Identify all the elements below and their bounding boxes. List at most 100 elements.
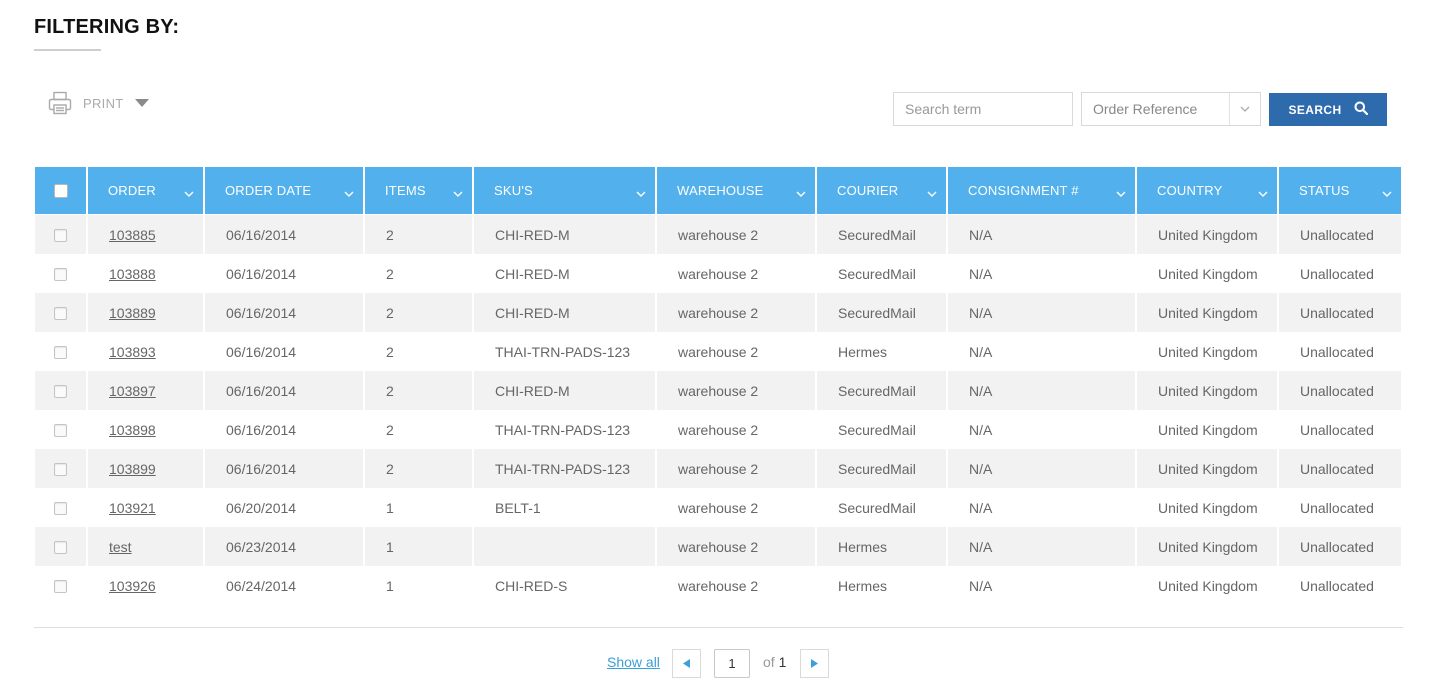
row-checkbox[interactable] — [54, 541, 67, 555]
chevron-down-icon — [1116, 186, 1126, 201]
column-label: WAREHOUSE — [677, 183, 764, 198]
order-date-cell: 06/16/2014 — [205, 332, 363, 371]
column-header-country[interactable]: COUNTRY — [1137, 167, 1277, 215]
sku-cell: CHI-RED-M — [474, 215, 655, 254]
country-cell: United Kingdom — [1137, 488, 1277, 527]
items-cell: 2 — [365, 215, 472, 254]
order-cell: 103921 — [88, 488, 203, 527]
table-row: 103926 06/24/2014 1 CHI-RED-S warehouse … — [35, 566, 1401, 605]
consignment-cell: N/A — [948, 410, 1135, 449]
row-checkbox[interactable] — [54, 385, 67, 399]
status-cell: Unallocated — [1279, 293, 1401, 332]
column-header-courier[interactable]: COURIER — [817, 167, 946, 215]
row-checkbox[interactable] — [54, 268, 67, 282]
chevron-down-icon — [453, 186, 463, 201]
order-link[interactable]: 103888 — [109, 265, 156, 282]
courier-cell: SecuredMail — [817, 254, 946, 293]
order-link[interactable]: 103897 — [109, 382, 156, 399]
row-select-cell — [35, 566, 86, 605]
page-title: FILTERING BY: — [34, 16, 180, 38]
column-header-skus[interactable]: SKU'S — [474, 167, 655, 215]
select-all-cell — [35, 167, 86, 215]
printer-icon — [48, 91, 72, 115]
print-dropdown[interactable]: PRINT — [48, 90, 149, 116]
row-checkbox[interactable] — [54, 463, 67, 477]
chevron-down-icon — [184, 186, 194, 201]
order-link[interactable]: 103889 — [109, 304, 156, 321]
order-link[interactable]: 103899 — [109, 460, 156, 477]
show-all-link[interactable]: Show all — [607, 654, 660, 670]
search-icon — [1354, 101, 1368, 118]
warehouse-cell: warehouse 2 — [657, 410, 815, 449]
courier-cell: Hermes — [817, 332, 946, 371]
column-label: STATUS — [1299, 183, 1350, 198]
row-checkbox[interactable] — [54, 424, 67, 438]
items-cell: 2 — [365, 254, 472, 293]
total-pages: 1 — [778, 654, 787, 670]
warehouse-cell: warehouse 2 — [657, 488, 815, 527]
of-label: of — [763, 654, 775, 670]
order-cell: 103926 — [88, 566, 203, 605]
search-field-select[interactable]: Order Reference — [1081, 92, 1261, 126]
order-link[interactable]: 103921 — [109, 499, 156, 516]
courier-cell: Hermes — [817, 527, 946, 566]
row-select-cell — [35, 293, 86, 332]
order-cell: 103893 — [88, 332, 203, 371]
column-header-consignment[interactable]: CONSIGNMENT # — [948, 167, 1135, 215]
row-checkbox[interactable] — [54, 346, 67, 360]
consignment-cell: N/A — [948, 254, 1135, 293]
country-cell: United Kingdom — [1137, 254, 1277, 293]
search-button-label: SEARCH — [1288, 102, 1342, 117]
status-cell: Unallocated — [1279, 215, 1401, 254]
row-checkbox[interactable] — [54, 580, 67, 594]
triangle-right-icon — [811, 655, 818, 673]
row-checkbox[interactable] — [54, 307, 67, 321]
table-row: 103885 06/16/2014 2 CHI-RED-M warehouse … — [35, 215, 1401, 254]
sku-cell: THAI-TRN-PADS-123 — [474, 410, 655, 449]
courier-cell: SecuredMail — [817, 410, 946, 449]
column-header-order[interactable]: ORDER — [88, 167, 203, 215]
row-select-cell — [35, 527, 86, 566]
items-cell: 2 — [365, 332, 472, 371]
select-all-checkbox[interactable] — [53, 184, 68, 199]
warehouse-cell: warehouse 2 — [657, 371, 815, 410]
row-select-cell — [35, 254, 86, 293]
items-cell: 2 — [365, 410, 472, 449]
search-button[interactable]: SEARCH — [1269, 93, 1387, 126]
page-number-input[interactable] — [714, 649, 750, 678]
column-header-items[interactable]: ITEMS — [365, 167, 472, 215]
row-checkbox[interactable] — [54, 502, 67, 516]
table-row: test 06/23/2014 1 warehouse 2 Hermes N/A… — [35, 527, 1401, 566]
column-header-status[interactable]: STATUS — [1279, 167, 1401, 215]
order-link[interactable]: test — [109, 538, 132, 555]
row-checkbox[interactable] — [54, 229, 67, 243]
order-link[interactable]: 103893 — [109, 343, 156, 360]
warehouse-cell: warehouse 2 — [657, 332, 815, 371]
order-link[interactable]: 103898 — [109, 421, 156, 438]
courier-cell: Hermes — [817, 566, 946, 605]
country-cell: United Kingdom — [1137, 215, 1277, 254]
table-row: 103889 06/16/2014 2 CHI-RED-M warehouse … — [35, 293, 1401, 332]
column-label: CONSIGNMENT # — [968, 183, 1079, 198]
table-row: 103893 06/16/2014 2 THAI-TRN-PADS-123 wa… — [35, 332, 1401, 371]
consignment-cell: N/A — [948, 371, 1135, 410]
sku-cell: CHI-RED-M — [474, 371, 655, 410]
order-link[interactable]: 103885 — [109, 226, 156, 243]
country-cell: United Kingdom — [1137, 527, 1277, 566]
row-select-cell — [35, 332, 86, 371]
courier-cell: SecuredMail — [817, 293, 946, 332]
next-page-button[interactable] — [800, 649, 829, 678]
column-header-order-date[interactable]: ORDER DATE — [205, 167, 363, 215]
items-cell: 2 — [365, 449, 472, 488]
country-cell: United Kingdom — [1137, 371, 1277, 410]
page-count: of 1 — [763, 654, 786, 670]
prev-page-button[interactable] — [672, 649, 701, 678]
status-cell: Unallocated — [1279, 449, 1401, 488]
row-select-cell — [35, 488, 86, 527]
row-select-cell — [35, 371, 86, 410]
column-header-warehouse[interactable]: WAREHOUSE — [657, 167, 815, 215]
caret-down-icon — [134, 99, 149, 107]
order-link[interactable]: 103926 — [109, 577, 156, 594]
courier-cell: SecuredMail — [817, 449, 946, 488]
search-input[interactable] — [893, 92, 1073, 126]
